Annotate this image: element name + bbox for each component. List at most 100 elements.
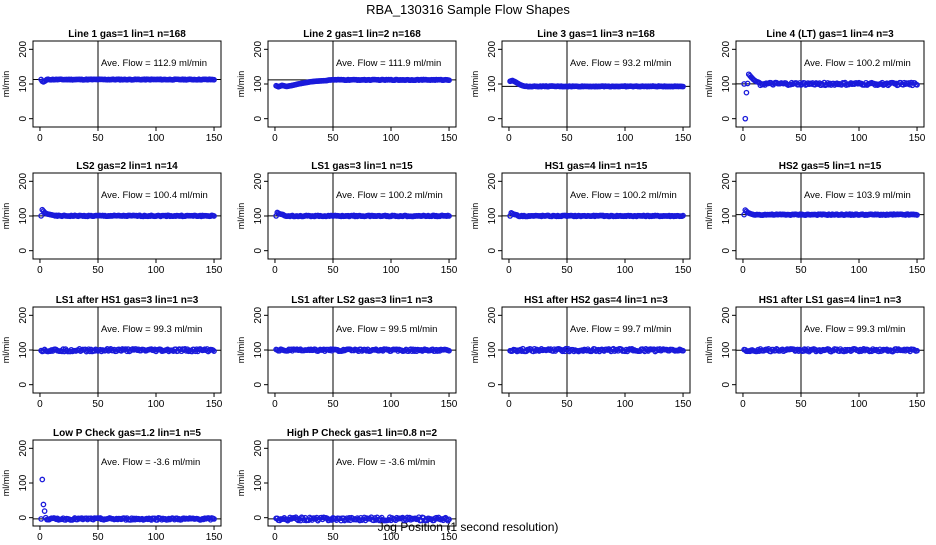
panel-title: LS1 gas=3 lin=1 n=15 [311, 161, 413, 172]
x-tick-label: 50 [795, 399, 807, 410]
y-tick-label: 100 [253, 341, 264, 358]
x-tick-label: 50 [92, 133, 104, 144]
x-tick-label: 100 [148, 532, 165, 540]
data-point [680, 347, 686, 354]
data-points [38, 76, 217, 85]
y-tick-label: 200 [253, 440, 264, 457]
panel-title: Low P Check gas=1.2 lin=1 n=5 [53, 428, 201, 439]
y-tick-label: 200 [721, 307, 732, 324]
y-tick-label: 0 [18, 381, 29, 387]
x-tick-label: 100 [383, 532, 400, 540]
x-tick-label: 150 [206, 265, 223, 276]
average-annotation: Ave. Flow = -3.6 ml/min [101, 457, 200, 468]
x-tick-label: 50 [561, 133, 573, 144]
x-tick-label: 0 [506, 133, 512, 144]
panel-12: HS1 after LS1 gas=4 lin=1 n=3 0 50 100 150 0 1… [704, 295, 926, 410]
data-point [741, 81, 747, 87]
x-tick-label: 50 [92, 399, 104, 410]
data-points [741, 71, 920, 122]
panel-title: HS1 after HS2 gas=4 lin=1 n=3 [524, 295, 668, 306]
data-point [908, 79, 915, 86]
x-tick-label: 50 [327, 399, 339, 410]
data-points [507, 77, 686, 90]
figure-title: RBA_130316 Sample Flow Shapes [366, 2, 570, 17]
data-points [507, 345, 686, 355]
y-axis-label: ml/min [704, 337, 714, 364]
y-axis-label: ml/min [236, 203, 246, 230]
data-points [38, 346, 217, 355]
x-tick-label: 0 [37, 133, 43, 144]
data-points [741, 207, 920, 218]
panel-title: High P Check gas=1 lin=0.8 n=2 [287, 428, 438, 439]
panel-4: Line 4 (LT) gas=1 lin=4 n=3 0 50 100 150 0 100… [704, 29, 926, 144]
data-point [446, 347, 452, 354]
x-tick-label: 50 [92, 265, 104, 276]
x-tick-label: 0 [272, 399, 278, 410]
x-tick-label: 0 [740, 133, 746, 144]
data-point [446, 516, 452, 523]
panel-title: Line 2 gas=1 lin=2 n=168 [303, 29, 421, 40]
x-tick-label: 0 [272, 133, 278, 144]
x-tick-label: 150 [909, 265, 926, 276]
y-tick-label: 100 [253, 75, 264, 92]
data-point [742, 115, 749, 122]
data-point [164, 516, 171, 523]
y-axis-label: ml/min [470, 203, 480, 230]
y-tick-label: 100 [721, 341, 732, 358]
y-tick-label: 0 [721, 115, 732, 121]
y-tick-label: 100 [721, 207, 732, 224]
y-tick-label: 200 [253, 173, 264, 190]
panel-title: HS1 gas=4 lin=1 n=15 [545, 161, 648, 172]
plot-frame [32, 439, 222, 527]
x-tick-label: 100 [148, 265, 165, 276]
panel-9: LS1 after HS1 gas=3 lin=1 n=3 0 50 100 150 0 1… [1, 295, 223, 410]
panel-title: HS2 gas=5 lin=1 n=15 [779, 161, 882, 172]
average-annotation: Ave. Flow = 112.9 ml/min [101, 58, 207, 69]
y-tick-label: 100 [253, 207, 264, 224]
data-points [273, 346, 452, 355]
y-axis-label: ml/min [1, 337, 11, 364]
y-tick-label: 0 [253, 115, 264, 121]
data-point [280, 516, 286, 522]
data-points [273, 76, 452, 90]
y-axis-label: ml/min [1, 71, 11, 98]
y-tick-label: 200 [721, 173, 732, 190]
plot-frame [267, 439, 457, 527]
y-tick-label: 0 [487, 247, 498, 253]
x-tick-label: 150 [206, 133, 223, 144]
x-tick-label: 150 [909, 399, 926, 410]
data-points [741, 346, 920, 355]
y-axis-label: ml/min [1, 470, 11, 497]
x-tick-label: 150 [441, 133, 458, 144]
y-tick-label: 0 [253, 381, 264, 387]
y-axis-label: ml/min [236, 470, 246, 497]
y-axis-label: ml/min [1, 203, 11, 230]
data-point [211, 516, 217, 522]
y-axis-label: ml/min [470, 337, 480, 364]
y-tick-label: 100 [18, 474, 29, 491]
y-tick-label: 200 [18, 41, 29, 58]
average-annotation: Ave. Flow = 100.2 ml/min [336, 190, 443, 201]
x-tick-label: 100 [383, 133, 400, 144]
panel-title: LS1 after LS2 gas=3 lin=1 n=3 [291, 295, 433, 306]
y-tick-label: 0 [253, 514, 264, 520]
y-tick-label: 100 [18, 75, 29, 92]
data-point [211, 213, 217, 219]
y-tick-label: 200 [253, 41, 264, 58]
y-tick-label: 100 [18, 341, 29, 358]
panel-8: HS2 gas=5 lin=1 n=15 0 50 100 150 0 100 200 ml/m… [704, 161, 926, 276]
panel-7: HS1 gas=4 lin=1 n=15 0 50 100 150 0 100 200 ml/m… [470, 161, 692, 276]
data-point [40, 501, 47, 508]
data-point [446, 213, 452, 219]
x-tick-label: 100 [617, 399, 634, 410]
data-point [41, 508, 48, 514]
panel-14: High P Check gas=1 lin=0.8 n=2 0 50 100 150 0… [236, 428, 458, 543]
data-point [680, 83, 686, 90]
y-tick-label: 0 [18, 514, 29, 520]
x-tick-label: 0 [37, 399, 43, 410]
x-tick-label: 50 [92, 532, 104, 540]
y-axis-label: ml/min [236, 337, 246, 364]
y-tick-label: 100 [18, 207, 29, 224]
panel-title: Line 4 (LT) gas=1 lin=4 n=3 [766, 29, 894, 40]
x-tick-label: 150 [441, 265, 458, 276]
